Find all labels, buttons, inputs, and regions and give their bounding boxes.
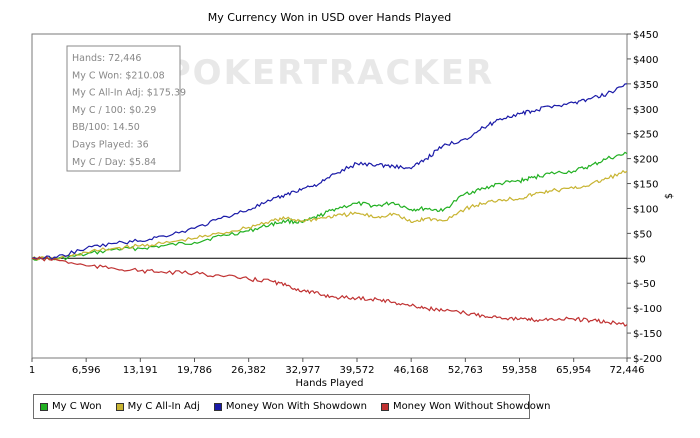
series-line-2	[31, 169, 628, 261]
legend-label: My C All-In Adj	[127, 401, 200, 412]
y-tick-label: $50	[633, 229, 652, 240]
legend-label: My C Won	[52, 401, 102, 412]
x-tick-label: 6,596	[72, 365, 101, 376]
legend-swatch	[115, 402, 124, 411]
x-tick-label: 19,786	[177, 365, 212, 376]
legend-swatch	[380, 402, 389, 411]
legend-label: Money Won With Showdown	[225, 401, 367, 412]
y-tick-label: $250	[633, 130, 658, 141]
legend-swatch	[213, 402, 222, 411]
stats-line: My C / 100: $0.29	[72, 105, 156, 116]
stats-line: My C All-In Adj: $175.39	[72, 88, 186, 99]
stats-line: BB/100: 14.50	[72, 122, 140, 133]
legend-item: My C Won	[40, 401, 102, 412]
stats-line: Hands: 72,446	[72, 53, 141, 64]
stats-box	[66, 45, 181, 172]
x-tick-label: 1	[29, 365, 35, 376]
x-tick-label: 46,168	[394, 365, 429, 376]
stats-line: Days Played: 36	[72, 140, 149, 151]
chart-title: My Currency Won in USD over Hands Played	[208, 11, 451, 24]
watermark-text: POKERTRACKER	[166, 53, 494, 93]
y-tick-label: $300	[633, 105, 658, 116]
x-tick-label: 13,191	[123, 365, 158, 376]
legend-item: My C All-In Adj	[115, 401, 200, 412]
y-axis-label: $	[664, 193, 675, 199]
y-tick-label: $450	[633, 30, 658, 41]
x-axis-label: Hands Played	[295, 378, 363, 389]
legend-label: Money Won Without Showdown	[392, 401, 551, 412]
series-line-1	[31, 151, 628, 262]
x-tick-label: 26,382	[231, 365, 266, 376]
y-tick-label: $200	[633, 155, 658, 166]
series-line-3	[31, 83, 628, 261]
y-tick-label: $150	[633, 180, 658, 191]
stats-line: My C / Day: $5.84	[72, 157, 156, 168]
chart-legend: My C Won My C All-In Adj Money Won With Sh…	[33, 394, 550, 419]
x-tick-label: 39,572	[340, 365, 375, 376]
legend-item: Money Won Without Showdown	[380, 401, 551, 412]
x-tick-label: 59,358	[502, 365, 537, 376]
y-tick-label: $-100	[633, 304, 662, 315]
y-tick-label: $100	[633, 204, 658, 215]
stats-line: My C Won: $210.08	[72, 70, 165, 81]
x-tick-label: 32,977	[285, 365, 320, 376]
series-line-4	[31, 256, 628, 327]
x-tick-label: 65,954	[556, 365, 591, 376]
legend-item: Money Won With Showdown	[213, 401, 367, 412]
x-tick-label: 72,446	[610, 365, 645, 376]
y-tick-label: $0	[633, 254, 646, 265]
legend-swatch	[40, 402, 48, 411]
y-tick-label: $-200	[633, 354, 662, 365]
y-tick-label: $-150	[633, 329, 662, 340]
y-tick-label: $-50	[633, 279, 656, 290]
y-tick-label: $350	[633, 80, 658, 91]
x-tick-label: 52,763	[448, 365, 483, 376]
y-tick-label: $400	[633, 55, 658, 66]
